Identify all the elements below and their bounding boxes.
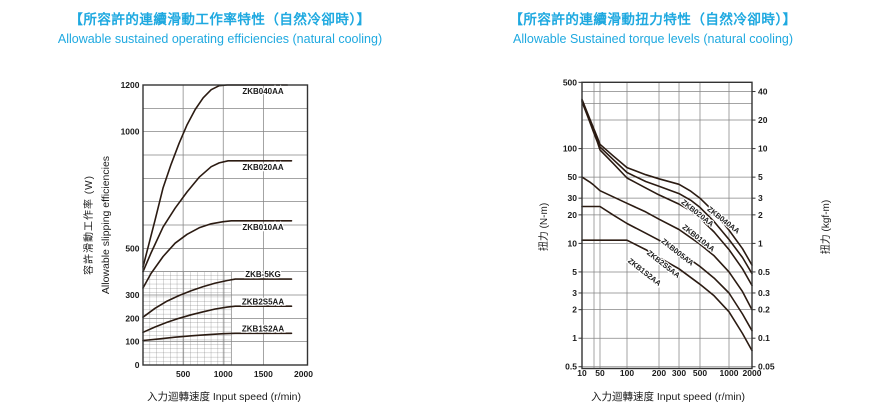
tick-label: 2000 — [294, 369, 313, 379]
left-chart-title-zh: 【所容許的連續滑動工作率特性（自然冷卻時）】 — [69, 12, 371, 27]
curve-label-ZKB010AA: ZKB010AA — [680, 223, 717, 254]
right-chart-titles: 【所容許的連續滑動扭力特性（自然冷卻時）】 Allowable Sustaine… — [438, 12, 868, 48]
tick-label: 500 — [176, 369, 190, 379]
curve-ZKB1S2AA — [142, 332, 293, 342]
tick-label: 0.05 — [758, 362, 775, 372]
tick-label: 50 — [595, 368, 605, 378]
tick-label: 3 — [572, 288, 577, 298]
left-chart-titles: 【所容許的連續滑動工作率特性（自然冷卻時）】 Allowable sustain… — [0, 12, 440, 48]
curve-label-ZKB010AA: ZKB010AA — [242, 223, 284, 232]
curve-label-ZKB2S5AA: ZKB2S5AA — [242, 298, 284, 307]
tick-label: 500 — [563, 77, 577, 87]
right-chart-y-right-title: 扭力 (kgf-m) — [819, 200, 832, 254]
right-x-axis-title: 入力迴轉速度 Input speed (r/min) — [591, 390, 745, 403]
tick-label: 1500 — [254, 369, 273, 379]
tick-label: 10 — [577, 368, 587, 378]
tick-label: 2 — [758, 210, 763, 220]
tick-label: 30 — [568, 193, 578, 203]
tick-label: 300 — [672, 368, 686, 378]
tick-label: 10 — [758, 144, 768, 154]
curve-label-ZKB020AA: ZKB020AA — [242, 163, 284, 172]
tick-label: 200 — [652, 368, 666, 378]
tick-label: 500 — [125, 243, 139, 253]
curve-ZKB1S2AA — [581, 239, 753, 352]
tick-label: 5 — [572, 267, 577, 277]
left-y-axis-title-en: Allowable slipping efficiencies — [100, 156, 112, 294]
tick-label: 0.2 — [758, 305, 770, 315]
right-chart-title-zh: 【所容許的連續滑動扭力特性（自然冷卻時）】 — [509, 12, 797, 27]
tick-label: 40 — [758, 87, 768, 97]
tick-label: 1 — [758, 238, 763, 248]
tick-label: 0.5 — [758, 267, 770, 277]
tick-label: 2 — [572, 305, 577, 315]
tick-label: 200 — [125, 313, 139, 323]
tick-label: 2000 — [743, 368, 762, 378]
tick-label: 10 — [568, 238, 578, 248]
curve-label-ZKB1S2AA: ZKB1S2AA — [242, 325, 284, 334]
tick-label: 1000 — [121, 127, 140, 137]
tick-label: 5 — [758, 172, 763, 182]
curve-ZKB2S5AA — [142, 305, 293, 334]
curve-ZKB010AA — [581, 101, 753, 287]
curve-label-ZKB-5KG: ZKB-5KG — [245, 270, 281, 279]
left-chart-title-en: Allowable sustained operating efficienci… — [57, 31, 383, 46]
tick-label: 100 — [125, 337, 139, 347]
tick-label: 1 — [572, 333, 577, 343]
left-y-axis-title-zh: 容許滑動工作率 (W) — [82, 175, 95, 275]
plot-frame — [581, 81, 753, 370]
tick-label: 1000 — [214, 369, 233, 379]
tick-label: 0.3 — [758, 288, 770, 298]
tick-label: 100 — [620, 368, 634, 378]
right-chart-y-left-title: 扭力 (N-m) — [537, 203, 550, 251]
curve-ZKB020AA — [142, 160, 293, 273]
plot-frame — [142, 84, 309, 366]
tick-label: 500 — [693, 368, 707, 378]
tick-label: 0.5 — [565, 362, 577, 372]
tick-label: 3 — [758, 193, 763, 203]
curve-label-ZKB040AA: ZKB040AA — [242, 87, 284, 96]
curve-ZKB2S5AA — [581, 205, 753, 332]
curve-ZKB010AA — [142, 220, 293, 289]
tick-label: 50 — [568, 172, 578, 182]
tick-label: 1000 — [720, 368, 739, 378]
curve-ZKB005AA — [581, 176, 753, 311]
tick-label: 20 — [758, 115, 768, 125]
tick-label: 0.1 — [758, 333, 770, 343]
left-x-axis-title: 入力迴轉速度 Input speed (r/min) — [147, 390, 301, 403]
tick-label: 20 — [568, 210, 578, 220]
tick-label: 1200 — [121, 80, 140, 90]
right-chart-title-en: Allowable Sustained torque levels (natur… — [512, 31, 794, 46]
curve-ZKB-5KG — [142, 278, 293, 318]
tick-label: 300 — [125, 290, 139, 300]
tick-label: 0 — [135, 360, 140, 370]
tick-label: 100 — [563, 144, 577, 154]
curve-ZKB040AA — [142, 84, 289, 268]
